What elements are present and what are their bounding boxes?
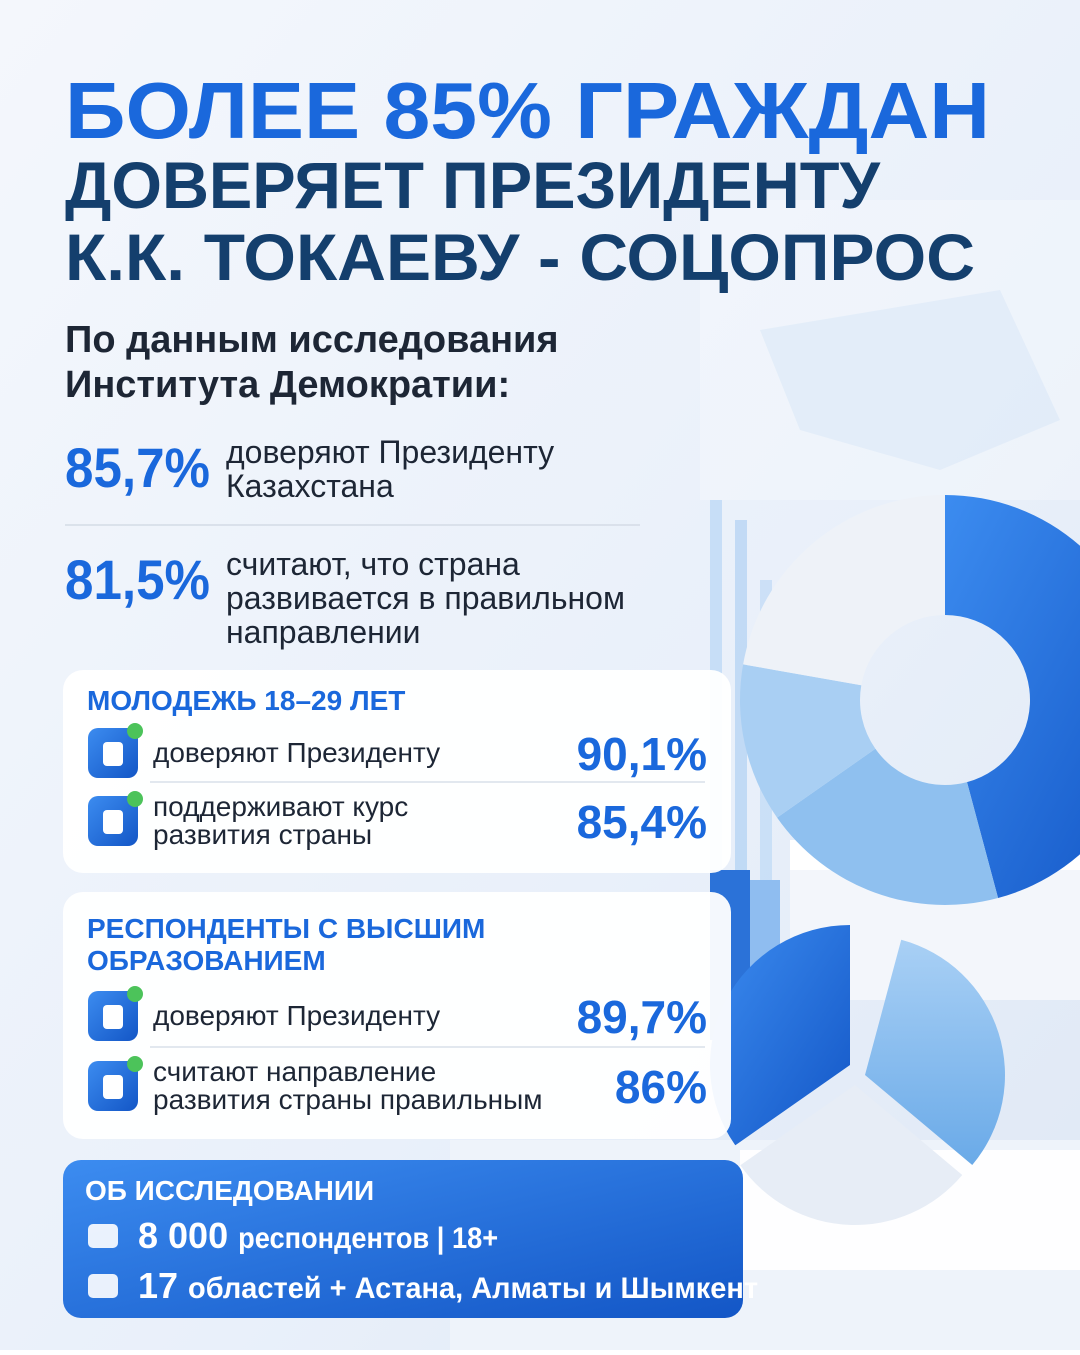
icon-glyph [103, 742, 123, 766]
stat-text: направлении [226, 614, 421, 650]
card-title: РЕСПОНДЕНТЫ С ВЫСШИМ [87, 913, 485, 944]
about-icon [88, 1224, 118, 1248]
source-line: По данным исследования [65, 319, 559, 361]
about-title: ОБ ИССЛЕДОВАНИИ [85, 1175, 374, 1206]
chart-decoration [777, 748, 999, 905]
about-text: областей + Астана, Алматы и Шымкент [188, 1272, 758, 1305]
row-text: считают направление [153, 1056, 436, 1087]
chart-decoration [740, 1085, 963, 1225]
chart-decoration [740, 664, 876, 818]
row-value: 85,4% [577, 796, 707, 848]
headline-line: К.К. ТОКАЕВУ - СОЦОПРОС [65, 220, 975, 294]
chart-decoration [865, 939, 1005, 1165]
about-text: респондентов | 18+ [238, 1222, 498, 1255]
card [63, 670, 731, 873]
stat-value: 81,5% [65, 548, 210, 611]
row-text: доверяют Президенту [153, 737, 440, 768]
card-title: ОБРАЗОВАНИЕМ [87, 945, 326, 976]
stat-text: доверяют Президенту [226, 434, 554, 470]
source-line: Института Демократии: [65, 364, 510, 406]
stat-value: 85,7% [65, 436, 210, 499]
check-badge [127, 986, 143, 1002]
chart-decoration [710, 925, 850, 1146]
icon-glyph [103, 810, 123, 834]
check-badge [127, 723, 143, 739]
about-icon [88, 1274, 118, 1298]
row-text: развития страны правильным [153, 1084, 543, 1115]
chart-decoration [945, 495, 1080, 899]
chart-decoration [743, 495, 945, 686]
about-number: 17 [138, 1265, 178, 1306]
row-text: поддерживают курс [153, 791, 408, 822]
decoration [450, 200, 1080, 1350]
stat-text: считают, что страна [226, 546, 520, 582]
check-badge [127, 791, 143, 807]
stat-text: Казахстана [226, 468, 394, 504]
row-text: развития страны [153, 819, 372, 850]
stat-text: развивается в правильном [226, 580, 625, 616]
about-box [63, 1160, 743, 1318]
check-badge [127, 1056, 143, 1072]
headline-line: ДОВЕРЯЕТ ПРЕЗИДЕНТУ [65, 148, 881, 222]
card [63, 892, 731, 1139]
row-text: доверяют Президенту [153, 1000, 440, 1031]
about-number: 8 000 [138, 1215, 228, 1256]
row-value: 90,1% [577, 728, 707, 780]
icon-glyph [103, 1005, 123, 1029]
icon-glyph [103, 1075, 123, 1099]
row-value: 86% [615, 1061, 707, 1113]
row-value: 89,7% [577, 991, 707, 1043]
card-title: МОЛОДЕЖЬ 18–29 ЛЕТ [87, 685, 405, 716]
headline-line: БОЛЕЕ 85% ГРАЖДАН [65, 66, 990, 155]
